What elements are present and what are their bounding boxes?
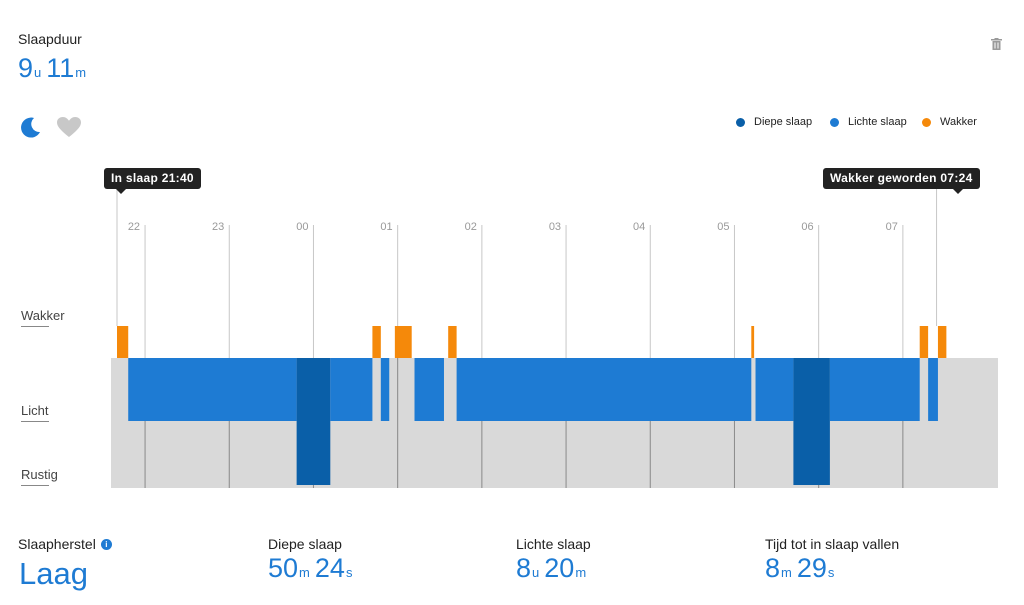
- sleep-segment-wakker: [394, 326, 412, 358]
- sleep-segment-wakker: [372, 326, 381, 358]
- trash-icon[interactable]: [991, 38, 1002, 50]
- sleep-segment-licht: [829, 358, 920, 421]
- light-sleep-value: 8u 20m: [516, 553, 591, 584]
- sleep-segment-wakker: [751, 326, 755, 358]
- hour-tick-label: 04: [633, 221, 645, 233]
- legend-deep-sleep: Diepe slaap: [736, 116, 812, 128]
- sleep-segment-licht: [380, 358, 390, 421]
- sleep-segment-licht: [128, 358, 297, 421]
- recovery-value: Laag: [19, 556, 88, 591]
- fall-minutes-unit: m: [781, 565, 792, 580]
- hour-tick-label: 07: [886, 221, 898, 233]
- sleep-segment-wakker: [448, 326, 457, 358]
- legend-label: Lichte slaap: [848, 116, 907, 128]
- y-label-awake: Wakker: [21, 308, 65, 327]
- hour-tick-label: 01: [380, 221, 392, 233]
- recovery-label-text: Slaapherstel: [18, 536, 96, 552]
- y-label-restful: Rustig: [21, 467, 58, 486]
- heart-icon[interactable]: [56, 116, 82, 138]
- sleep-segment-diep: [296, 358, 331, 485]
- minutes-value: 11: [46, 53, 75, 83]
- sleep-segment-licht: [330, 358, 373, 421]
- sleep-segment-wakker: [117, 326, 129, 358]
- legend-light-sleep: Lichte slaap: [830, 116, 907, 128]
- hour-tick-label: 00: [296, 221, 308, 233]
- y-label-light: Licht: [21, 403, 49, 422]
- sleep-segment-licht: [456, 358, 752, 421]
- deep-minutes: 50: [268, 553, 299, 583]
- deep-seconds-unit: s: [345, 565, 353, 580]
- sleep-duration-value: 9u 11m: [18, 53, 91, 84]
- hour-tick-label: 22: [128, 221, 140, 233]
- minutes-unit: m: [75, 65, 87, 80]
- hour-tick-label: 23: [212, 221, 224, 233]
- sleep-segment-diep: [793, 358, 830, 485]
- sleep-timeline-chart: 22 23 00 01 02 03 04 05 06 07: [111, 189, 998, 488]
- hour-tick-label: 02: [465, 221, 477, 233]
- recovery-label: Slaapherstel i: [18, 536, 112, 552]
- moon-icon[interactable]: [20, 116, 42, 138]
- fall-minutes: 8: [765, 553, 781, 583]
- legend-dot-awake: [922, 117, 931, 127]
- hour-tick-label: 05: [717, 221, 729, 233]
- legend-dot-light: [830, 117, 839, 127]
- awake-marker: Wakker geworden 07:24: [823, 168, 980, 194]
- light-minutes-unit: m: [575, 565, 587, 580]
- deep-sleep-label: Diepe slaap: [268, 536, 342, 552]
- fall-seconds: 29: [796, 553, 827, 583]
- sleep-segment-wakker: [937, 326, 947, 358]
- sleep-segment-licht: [414, 358, 444, 421]
- deep-minutes-unit: m: [299, 565, 310, 580]
- legend-label: Wakker: [940, 116, 977, 128]
- deep-seconds: 24: [314, 553, 345, 583]
- info-icon[interactable]: i: [100, 538, 112, 550]
- time-to-fall-asleep-value: 8m 29s: [765, 553, 839, 584]
- legend-dot-deep: [736, 117, 745, 127]
- legend-label: Diepe slaap: [754, 116, 813, 128]
- sleep-segment-wakker: [919, 326, 929, 358]
- light-sleep-label: Lichte slaap: [516, 536, 591, 552]
- light-hours: 8: [516, 553, 532, 583]
- deep-sleep-value: 50m 24s: [268, 553, 357, 584]
- hour-tick-label: 03: [549, 221, 561, 233]
- hours-unit: u: [34, 65, 42, 80]
- hour-tick-label: 06: [801, 221, 813, 233]
- light-minutes: 20: [544, 553, 575, 583]
- light-hours-unit: u: [532, 565, 540, 580]
- sleep-duration-title: Slaapduur: [18, 31, 82, 47]
- sleep-segment-licht: [928, 358, 938, 421]
- legend-awake: Wakker: [922, 116, 977, 128]
- time-to-fall-asleep-label: Tijd tot in slaap vallen: [765, 536, 900, 552]
- fall-seconds-unit: s: [827, 565, 835, 580]
- sleep-segment-licht: [755, 358, 794, 421]
- asleep-marker: In slaap 21:40: [104, 168, 201, 194]
- hours-value: 9: [18, 53, 34, 83]
